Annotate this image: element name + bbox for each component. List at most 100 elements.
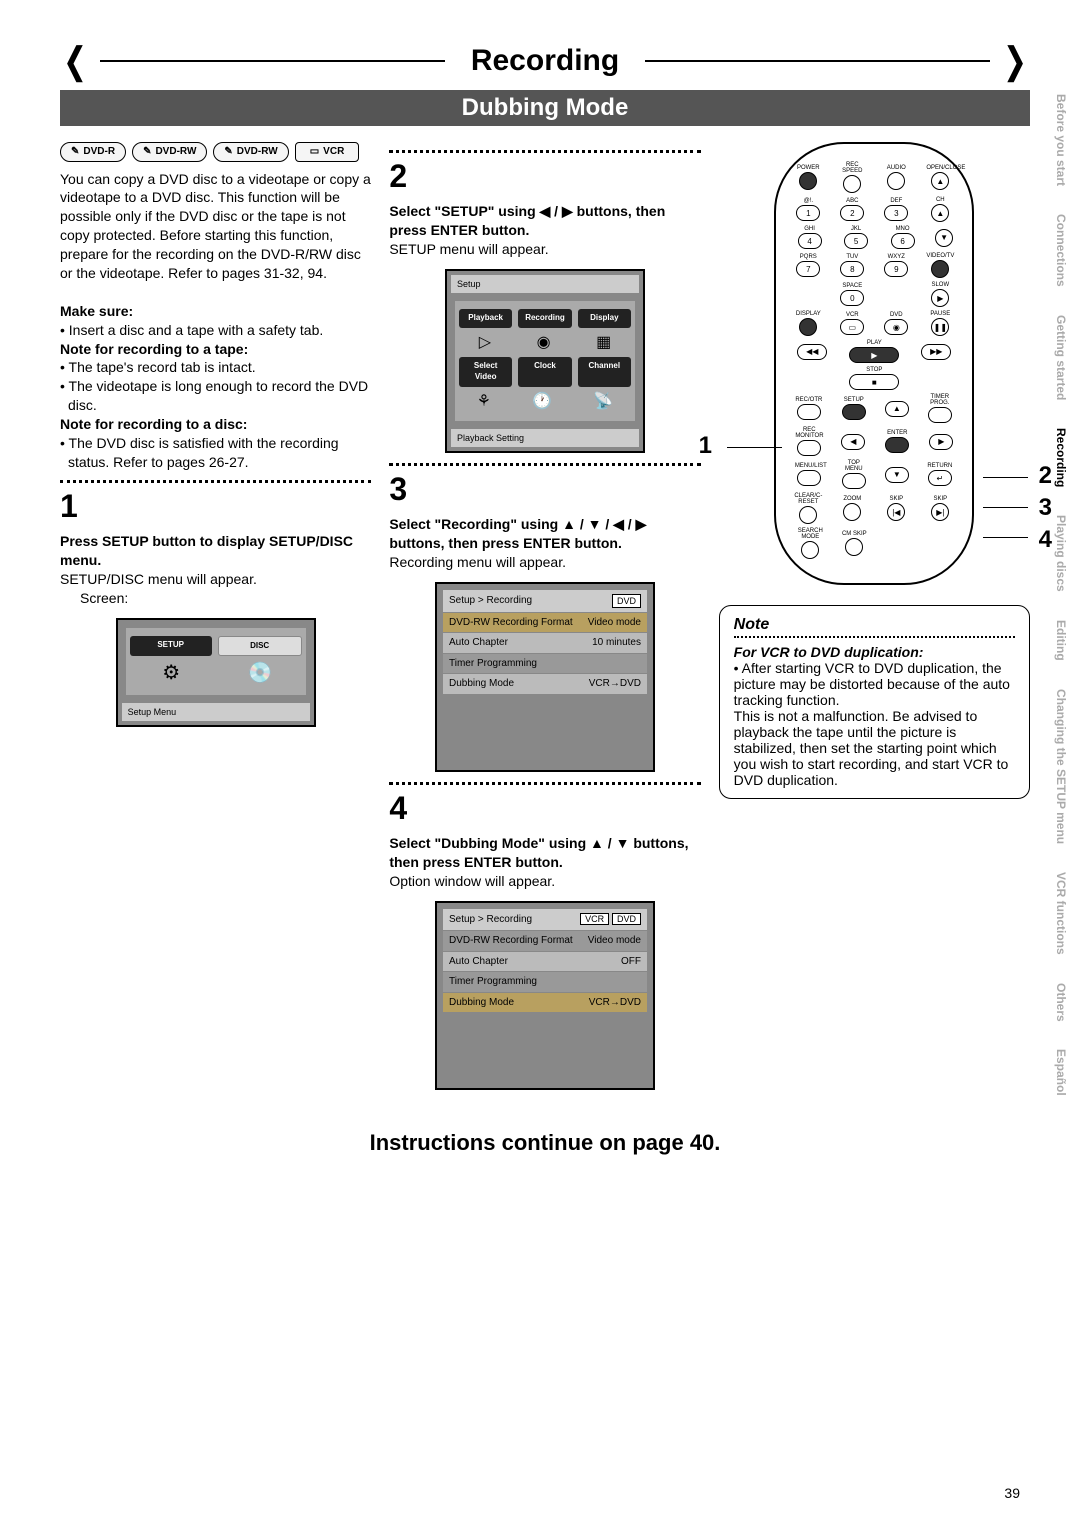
pointer-1: 1 — [699, 432, 712, 460]
num-6: 6 — [891, 233, 915, 249]
menu-list-button — [797, 470, 821, 486]
make-sure-heading: Make sure: — [60, 302, 371, 321]
dvd-rw-vr-icon: DVD-RW — [213, 142, 288, 162]
side-tab[interactable]: Connections — [1042, 200, 1072, 301]
side-tab[interactable]: Changing the SETUP menu — [1042, 675, 1072, 858]
pause-button: ❚❚ — [931, 318, 949, 336]
num-1: 1 — [796, 205, 820, 221]
side-tab[interactable]: Playing discs — [1042, 501, 1072, 606]
bracket-left: ❬ — [60, 40, 90, 82]
clear-button — [799, 506, 817, 524]
side-tab[interactable]: Before you start — [1042, 80, 1072, 200]
screen-setup-button: SETUP — [130, 636, 212, 657]
skip-back-button: |◀ — [887, 503, 905, 521]
down-button: ▼ — [885, 467, 909, 483]
step-4-number: 4 — [389, 787, 700, 830]
skip-fwd-button: ▶| — [931, 503, 949, 521]
zoom-button — [843, 503, 861, 521]
screen-bottom-label: Playback Setting — [451, 429, 639, 447]
ff-button: ▶▶ — [921, 344, 951, 360]
rec-speed-button — [843, 175, 861, 193]
up-button: ▲ — [885, 401, 909, 417]
num-5: 5 — [844, 233, 868, 249]
note-tape-item-2: • The videotape is long enough to record… — [68, 377, 371, 415]
screen-disc-button: DISC — [218, 636, 302, 657]
antenna-icon: 📡 — [593, 391, 613, 413]
note-subtitle: For VCR to DVD duplication: — [734, 644, 1015, 660]
step-1-number: 1 — [60, 485, 371, 528]
video-tv-button — [931, 260, 949, 278]
pointer-line — [983, 507, 1028, 508]
dvd-button: ◉ — [884, 319, 908, 335]
page-title: Recording — [455, 44, 635, 78]
num-4: 4 — [798, 233, 822, 249]
note-tape-heading: Note for recording to a tape: — [60, 340, 371, 359]
side-tab[interactable]: Editing — [1042, 606, 1072, 675]
vcr-icon: VCR — [295, 142, 360, 162]
side-tab[interactable]: VCR functions — [1042, 858, 1072, 969]
intro-text: You can copy a DVD disc to a videotape o… — [60, 170, 371, 283]
dvd-rw-video-icon: DVD-RW — [132, 142, 207, 162]
dotted-separator — [389, 463, 700, 466]
audio-button — [887, 172, 905, 190]
slow-button: ▶ — [931, 289, 949, 307]
step-3-text: Recording menu will appear. — [389, 553, 700, 572]
dvd-tag: DVD — [612, 594, 641, 608]
play-icon: ▷ — [479, 332, 491, 354]
breadcrumb: Setup > Recording — [449, 594, 532, 608]
dotted-separator — [389, 150, 700, 153]
setup-sliders-icon: ⚙ — [130, 660, 213, 687]
note-body: • After starting VCR to DVD duplication,… — [734, 660, 1015, 788]
cm-skip-button — [845, 538, 863, 556]
num-0: 0 — [840, 290, 864, 306]
side-tabs: Before you startConnectionsGetting start… — [1042, 80, 1072, 1110]
screen-playback: Playback — [459, 309, 512, 328]
video-icon: ⚘ — [477, 391, 491, 413]
screen-top-label: Setup — [451, 275, 639, 293]
page-header: ❬ Recording ❭ — [60, 40, 1030, 82]
step-4-text: Option window will appear. — [389, 872, 700, 891]
enter-button — [885, 437, 909, 453]
ch-up: ▲ — [931, 204, 949, 222]
step-2-number: 2 — [389, 155, 700, 198]
power-button — [799, 172, 817, 190]
dvd-tag: DVD — [612, 913, 641, 925]
vcr-tag: VCR — [580, 913, 609, 925]
column-right: POWER REC SPEED AUDIO OPEN/CLOSE▲ @!.1 A… — [719, 142, 1030, 1100]
screen-dubbing-menu: Setup > Recording VCR DVD DVD-RW Recordi… — [435, 901, 655, 1091]
side-tab[interactable]: Recording — [1042, 414, 1072, 501]
pointer-line — [983, 537, 1028, 538]
remote-diagram: POWER REC SPEED AUDIO OPEN/CLOSE▲ @!.1 A… — [774, 142, 974, 585]
screen-select-video: Select Video — [459, 357, 512, 387]
bracket-right: ❭ — [1000, 40, 1030, 82]
step-1-text: SETUP/DISC menu will appear. — [60, 570, 371, 589]
side-tab[interactable]: Getting started — [1042, 301, 1072, 414]
note-title: Note — [734, 616, 1015, 634]
vcr-button: ▭ — [840, 319, 864, 335]
screen-display: Display — [578, 309, 631, 328]
play-button: ▶ — [849, 347, 899, 363]
screen-recording: Recording — [518, 309, 571, 328]
num-3: 3 — [884, 205, 908, 221]
dvd-r-icon: DVD-R — [60, 142, 126, 162]
continue-text: Instructions continue on page 40. — [60, 1130, 1030, 1156]
open-close-button: ▲ — [931, 172, 949, 190]
timer-prog-button — [928, 407, 952, 423]
display-icon: ▦ — [596, 332, 611, 354]
search-mode-button — [801, 541, 819, 559]
note-dotted — [734, 636, 1015, 638]
top-menu-button — [842, 473, 866, 489]
screen-setup-menu: Setup Playback Recording Display ▷ ◉ ▦ S… — [445, 269, 645, 453]
breadcrumb: Setup > Recording — [449, 913, 532, 927]
side-tab[interactable]: Español — [1042, 1035, 1072, 1110]
screen-channel: Channel — [578, 357, 631, 387]
column-middle: 2 Select "SETUP" using ◀ / ▶ buttons, th… — [389, 142, 700, 1100]
return-button: ↵ — [928, 470, 952, 486]
num-9: 9 — [884, 261, 908, 277]
make-sure-item: • Insert a disc and a tape with a safety… — [68, 321, 371, 340]
step-2-heading: Select "SETUP" using ◀ / ▶ buttons, then… — [389, 202, 700, 240]
pointer-line — [727, 447, 782, 448]
setup-button — [842, 404, 866, 420]
side-tab[interactable]: Others — [1042, 969, 1072, 1036]
num-8: 8 — [840, 261, 864, 277]
